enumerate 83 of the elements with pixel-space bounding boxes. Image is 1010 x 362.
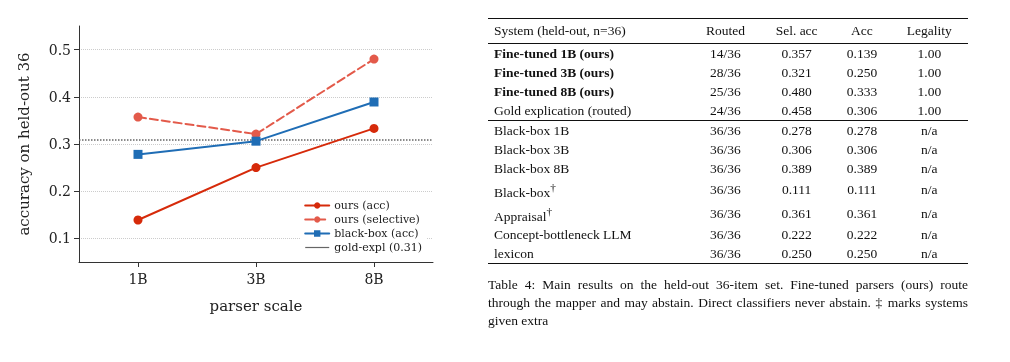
point: [133, 112, 143, 122]
text: 0.333: [845, 83, 879, 101]
text: Concept-bottleneck LLM: [493, 226, 633, 244]
text: Black-box 1B: [493, 122, 571, 140]
text: n/a: [920, 204, 939, 223]
text: 0.480: [780, 83, 813, 101]
x-tick-label: 8B: [364, 271, 384, 287]
text: 0.389: [845, 160, 879, 178]
point: [369, 97, 379, 107]
caption: Table 4: Main results on the held-out 36-item set. Fine-tuned parsers (ours) route through the mapper and may abstain. Direct classifiers never abstain. ‡ marks systems given extra: [488, 276, 968, 330]
point: [369, 123, 379, 133]
text: 0.361: [780, 204, 813, 223]
text: Black-box 8B: [493, 160, 571, 178]
text: Acc: [833, 18, 891, 44]
text: 0.458: [760, 101, 834, 121]
text: n/a: [920, 122, 939, 140]
text: 1.00: [890, 101, 968, 121]
text: 24/36: [690, 101, 761, 121]
text: 0.278: [780, 122, 813, 140]
text: 0.250: [845, 64, 879, 82]
y-axis-title: accuracy on held-out 36: [14, 52, 33, 236]
y-tick-label: 0.3: [48, 136, 71, 152]
y-tick-label: 0.5: [48, 41, 71, 58]
text: 1.00: [916, 45, 943, 63]
y-tick-label: 0.4: [48, 88, 72, 105]
text: 1.00: [916, 83, 943, 101]
x-tick-label: 1B: [128, 271, 148, 287]
text: 36/36: [709, 141, 742, 159]
text: Fine-tuned 1B (ours): [493, 45, 615, 63]
x-axis-title: parser scale: [209, 296, 303, 315]
point: [133, 149, 143, 159]
text: 0.111: [846, 181, 878, 200]
text: 25/36: [709, 83, 742, 101]
text: Black-box$^{†}$: [493, 180, 557, 202]
text: 28/36: [709, 64, 742, 82]
text: 0.111: [780, 181, 813, 200]
text: 0.357: [780, 45, 813, 63]
text: 0.139: [845, 45, 879, 63]
text: 0.250: [780, 245, 813, 263]
text: 0.321: [780, 64, 813, 82]
text: 0.306: [845, 141, 879, 159]
legend-label: ours (selective): [334, 213, 420, 226]
text: 0.389: [780, 160, 813, 178]
text: Fine-tuned 8B (ours): [493, 83, 615, 101]
text: 0.306: [780, 141, 813, 159]
point: [251, 136, 261, 146]
text: Fine-tuned 3B (ours): [493, 64, 615, 82]
text: 14/36: [709, 45, 742, 63]
text: n/a: [920, 226, 939, 244]
text: Sel. acc: [760, 18, 834, 44]
text: 36/36: [709, 181, 742, 200]
text: 36/36: [709, 160, 742, 178]
point: [251, 163, 261, 173]
text: 0.250: [845, 245, 879, 263]
x-tick-label: 3B: [246, 271, 266, 287]
text: 0.278: [845, 122, 879, 140]
text: 36/36: [709, 226, 742, 244]
text: lexicon: [493, 245, 535, 263]
text: 1.00: [916, 64, 943, 82]
text: 0.222: [845, 226, 879, 244]
legend-label: ours (acc): [334, 199, 390, 212]
text: 36/36: [709, 204, 742, 223]
text: n/a: [920, 181, 939, 200]
text: n/a: [920, 141, 939, 159]
point: [133, 215, 143, 225]
text: 0.306: [833, 101, 891, 121]
text: System (held-out, n=36): [488, 18, 691, 44]
text: Legality: [890, 18, 968, 44]
text: 0.361: [845, 204, 879, 223]
legend-label: gold-expl (0.31): [334, 241, 423, 254]
text: Black-box 3B: [493, 141, 571, 159]
text: n/a: [920, 160, 939, 178]
text: 0.222: [780, 226, 813, 244]
text: Routed: [690, 18, 761, 44]
legend-label: black-box (acc): [334, 227, 419, 240]
text: n/a: [920, 245, 939, 263]
text: Appraisal$^{†}$: [493, 203, 554, 225]
y-tick-label: 0.1: [48, 230, 71, 247]
text: Gold explication (routed): [488, 101, 691, 121]
point: [369, 54, 379, 64]
text: 36/36: [709, 122, 742, 140]
y-tick-label: 0.2: [48, 183, 71, 200]
text: 36/36: [709, 245, 742, 263]
